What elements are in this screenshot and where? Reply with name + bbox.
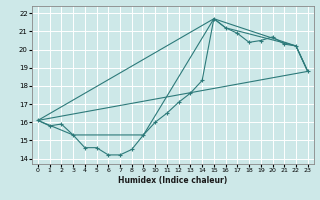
X-axis label: Humidex (Indice chaleur): Humidex (Indice chaleur) <box>118 176 228 185</box>
